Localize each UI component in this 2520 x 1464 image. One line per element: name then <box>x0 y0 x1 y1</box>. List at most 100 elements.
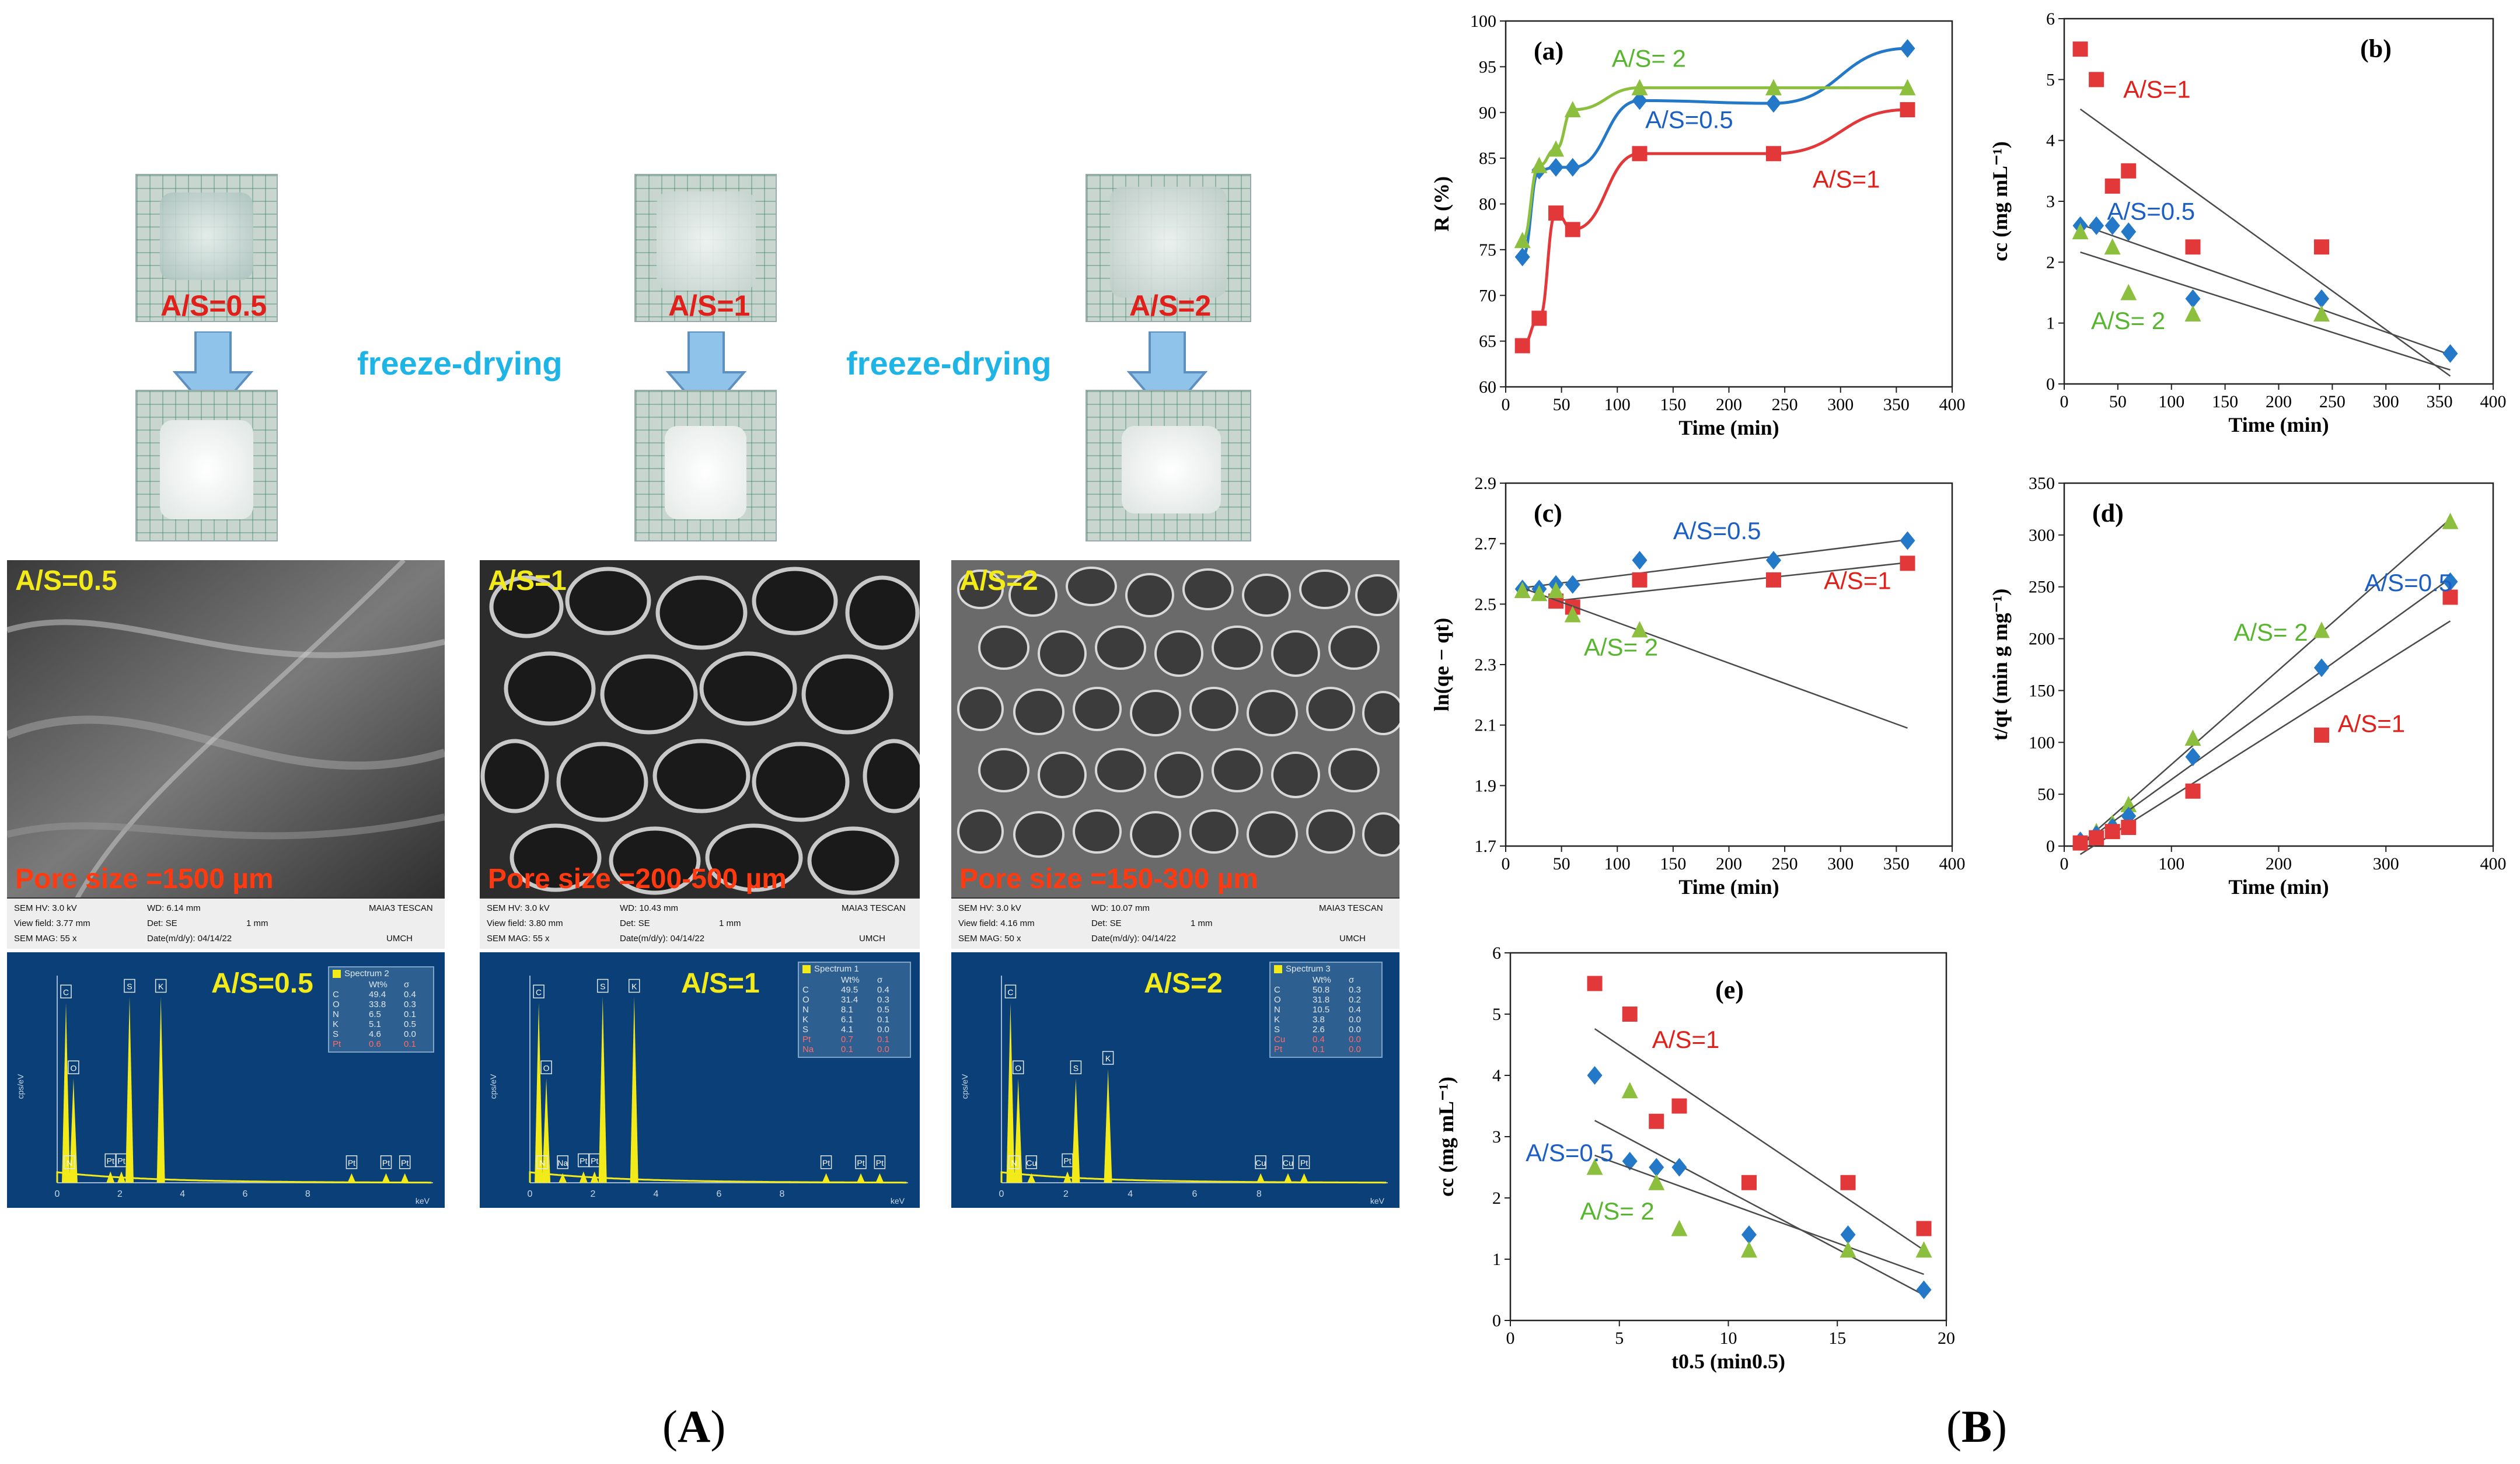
data-point <box>2104 818 2120 837</box>
peak-label-box <box>855 1155 867 1169</box>
peak-label-box <box>578 1153 589 1168</box>
data-point <box>2120 284 2137 301</box>
sem-image: A/S=1 Pore size =200-500 µm SEM HV: 3.0 … <box>480 560 920 949</box>
element: N <box>333 1009 339 1019</box>
wt: 49.5 <box>841 985 858 995</box>
peak-label-box <box>874 1155 886 1169</box>
sem-sample-label: A/S=2 <box>959 565 1038 596</box>
peak-label-box <box>540 1060 552 1074</box>
y-tick-label: 6 <box>1492 944 1501 963</box>
data-point <box>1622 1007 1638 1022</box>
data-point <box>2072 223 2089 240</box>
series-annotation: A/S=1 <box>2338 710 2406 738</box>
x-tick-label: 350 <box>2427 392 2453 411</box>
data-point <box>1565 599 1580 615</box>
y-tick-label: 2.7 <box>1475 534 1497 554</box>
spectrum-name: Spectrum 1 <box>814 964 859 974</box>
data-point <box>2314 658 2329 677</box>
sem-brand: MAIA3 TESCAN <box>842 903 906 913</box>
wt: 0.1 <box>1313 1044 1325 1054</box>
eds-legend: Spectrum 2 Wt% σ C 49.4 0.4 O 33.8 0.3 N 6.5 0.… <box>328 966 434 1053</box>
data-point <box>2313 621 2330 638</box>
x-tick-label: 10 <box>1720 1329 1737 1348</box>
data-point <box>2089 216 2104 235</box>
x-tick-label: 200 <box>1716 395 1742 414</box>
series-annotation: A/S=1 <box>1813 165 1880 193</box>
peak-label: N <box>539 1158 545 1168</box>
peak-label: O <box>1015 1063 1021 1072</box>
spectrum-baseline <box>1000 1171 1387 1184</box>
sem-brand: MAIA3 TESCAN <box>1319 903 1383 913</box>
data-point <box>1900 39 1915 58</box>
data-point <box>1765 79 1782 96</box>
x-tick-label: 0 <box>528 1189 533 1199</box>
data-point <box>1621 1082 1638 1099</box>
data-point <box>1548 582 1565 599</box>
wt: 6.5 <box>369 1009 381 1019</box>
sigma: 0.0 <box>1349 1035 1361 1044</box>
data-point <box>2185 239 2201 255</box>
data-point <box>1622 1152 1638 1170</box>
peak-label-box <box>1025 1155 1038 1169</box>
spectrum-peak <box>1006 1002 1015 1183</box>
x-tick-label: 400 <box>1939 395 1966 414</box>
data-point <box>2184 729 2201 746</box>
x-axis-label: Time (min) <box>1678 875 1779 899</box>
data-point <box>1531 156 1548 173</box>
sem-brand: MAIA3 TESCAN <box>369 903 433 913</box>
data-point <box>1514 582 1531 599</box>
data-point <box>2088 823 2105 840</box>
wt: 10.5 <box>1313 1005 1330 1015</box>
sample-ratio-label: A/S=0.5 <box>160 289 267 322</box>
data-point <box>2104 814 2121 831</box>
x-tick-label: 250 <box>2319 392 2346 411</box>
spectrum-peak <box>1063 1171 1072 1183</box>
sem-date: Date(m/d/y): 04/14/22 <box>620 934 705 944</box>
spectrum-peak <box>347 1173 356 1183</box>
table-header: σ <box>404 980 410 990</box>
eds-sample-label: A/S=2 <box>1144 968 1223 999</box>
data-point <box>1548 593 1564 609</box>
data-point <box>2104 238 2121 255</box>
y-axis-label: cps/eV <box>960 1074 969 1099</box>
x-tick-label: 20 <box>1938 1329 1955 1348</box>
wt: 33.8 <box>369 1000 386 1009</box>
y-tick-label: 6 <box>2046 9 2055 29</box>
wt: 0.1 <box>841 1044 853 1054</box>
wt: 0.4 <box>1313 1035 1325 1044</box>
chart-b: 0 50 100 150 200 250 300 350 400 0 1 2 3 4 5 6 Time (min… <box>1988 9 2507 436</box>
data-point <box>2120 795 2137 812</box>
wt: 49.4 <box>369 990 386 1000</box>
spectrum-peak <box>1027 1173 1036 1183</box>
peak-label: S <box>600 982 605 991</box>
data-point <box>1649 1113 1664 1129</box>
spectrum-peak <box>1283 1173 1292 1183</box>
x-tick-label: 0 <box>55 1189 60 1199</box>
peak-label-box <box>64 1155 75 1169</box>
trend-line <box>1594 1120 1925 1296</box>
wt: 4.1 <box>841 1025 853 1035</box>
scale-label: 1 mm <box>1191 918 1213 928</box>
peak-label: Pt <box>822 1158 830 1168</box>
peak-label: Na <box>557 1158 568 1168</box>
peak-label: Cu <box>1283 1158 1293 1168</box>
x-tick-label: 0 <box>2060 854 2069 873</box>
element: N <box>802 1005 809 1015</box>
sem-info-bar: SEM HV: 3.0 kV View field: 3.77 mm SEM M… <box>7 897 445 949</box>
x-tick-label: 350 <box>1883 395 1910 414</box>
spectrum-peak <box>1256 1173 1265 1183</box>
data-point <box>1531 160 1547 180</box>
sem-texture <box>7 560 445 899</box>
peak-label-box <box>628 979 640 993</box>
data-point <box>1900 531 1915 550</box>
sigma: 0.1 <box>404 1009 416 1019</box>
x-axis-label: Time (min) <box>1678 416 1779 439</box>
peak-label: O <box>70 1063 76 1072</box>
spectrum-peak <box>542 1078 551 1183</box>
spectrum-peak <box>62 1002 71 1183</box>
x-axis-label: Time (min) <box>2228 875 2329 899</box>
element: Pt <box>802 1035 811 1044</box>
element: O <box>333 1000 340 1009</box>
element: K <box>1274 1015 1280 1025</box>
caption-paren: ) <box>1992 1401 2007 1452</box>
